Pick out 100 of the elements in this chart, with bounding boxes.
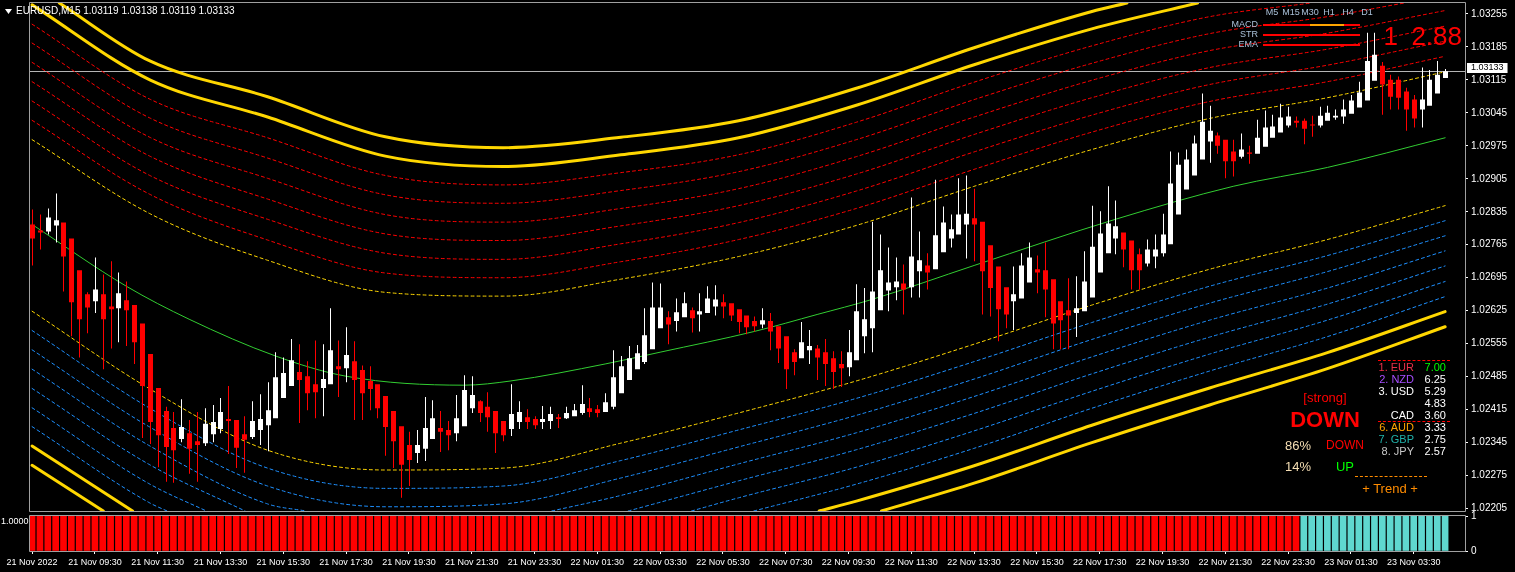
candlestick [109, 261, 114, 349]
ref-line-label: 1.03133 [1471, 62, 1504, 73]
annotation: 1. EUR [1378, 361, 1415, 374]
annotation: 3.33 [1424, 421, 1446, 434]
annotation: 86% [1284, 437, 1312, 453]
candlestick [54, 193, 59, 243]
candlestick [839, 351, 844, 388]
candlestick [1310, 115, 1315, 137]
annotation: + Trend + [1362, 480, 1418, 496]
candlestick [697, 293, 702, 332]
candlestick [1113, 200, 1118, 255]
annotation: 2.88 [1411, 21, 1462, 52]
annotation: STR [1240, 29, 1259, 40]
annotation: 7. GBP [1378, 433, 1414, 446]
annotation: M30 [1301, 7, 1319, 18]
candlestick [438, 411, 443, 453]
candlestick [258, 394, 263, 446]
candlestick [886, 247, 891, 312]
y-tick-label: 1.02415 [1471, 403, 1508, 415]
x-tick-label: 22 Nov 11:30 [884, 556, 938, 567]
candlestick [352, 341, 357, 421]
candlestick [266, 382, 271, 452]
candlestick [30, 209, 35, 266]
x-tick-label: 22 Nov 23:30 [1261, 556, 1315, 567]
x-tick-label: 22 Nov 09:30 [821, 556, 876, 567]
annotation: 6. AUD [1379, 421, 1415, 434]
annotation: [strong] [1303, 389, 1347, 405]
annotation: 1 [1383, 21, 1398, 52]
annotation: H4 [1342, 7, 1354, 18]
annotation: UP [1335, 458, 1355, 474]
candlestick [807, 330, 812, 364]
candlestick [949, 214, 954, 248]
annotation: 4.83 [1424, 397, 1446, 410]
x-tick-label: 22 Nov 01:30 [570, 556, 625, 567]
candlestick [1153, 234, 1158, 269]
annotation: MACD [1231, 19, 1259, 30]
candlestick [964, 175, 969, 259]
y-tick-label: 1.02975 [1471, 139, 1508, 151]
candlestick [1333, 109, 1338, 120]
candlestick [1043, 242, 1048, 318]
annotation: H1 [1323, 7, 1335, 18]
candlestick [336, 340, 341, 397]
annotation: M5 [1265, 7, 1279, 18]
y-tick-label: 0 [1471, 544, 1477, 556]
x-tick-label: 23 Nov 01:30 [1324, 556, 1378, 567]
y-tick-label: 1.03045 [1471, 106, 1508, 118]
x-tick-label: 22 Nov 15:30 [1010, 556, 1064, 567]
x-tick-label: 22 Nov 05:30 [696, 556, 750, 567]
y-tick-label: 1.02485 [1471, 370, 1508, 382]
x-tick-label: 21 Nov 11:30 [131, 556, 185, 567]
candlestick [1035, 255, 1040, 294]
annotation: 3. USD [1378, 385, 1415, 398]
x-tick-label: 23 Nov 03:30 [1386, 556, 1441, 567]
candlestick [540, 405, 545, 429]
candlestick [321, 344, 326, 417]
annotation: DOWN [1326, 438, 1364, 453]
annotation: D1 [1361, 7, 1373, 18]
candlestick [1074, 276, 1079, 338]
y-tick-label: 1.02625 [1471, 304, 1508, 316]
candlestick [368, 366, 373, 411]
annotation: EMA [1238, 39, 1258, 50]
candlestick [587, 397, 592, 418]
candlestick [1247, 145, 1252, 164]
annotation: DOWN [1290, 407, 1360, 433]
candlestick [1208, 105, 1213, 163]
candlestick [1066, 278, 1071, 350]
candlestick [917, 231, 922, 298]
candlestick [1011, 266, 1016, 331]
x-tick-label: 21 Nov 19:30 [382, 556, 436, 567]
annotation: 6.25 [1424, 373, 1446, 386]
y-tick-label: 1.02905 [1471, 172, 1508, 184]
candlestick [242, 416, 247, 473]
y-tick-label: 1.03115 [1471, 73, 1507, 85]
annotation: 2.57 [1424, 445, 1446, 458]
x-tick-label: 21 Nov 23:30 [507, 556, 562, 567]
candlestick [187, 420, 192, 474]
candlestick [226, 386, 231, 454]
y-tick-label: 1.02695 [1471, 271, 1508, 283]
y-tick-label: 1.02835 [1471, 205, 1508, 217]
candlestick [1420, 67, 1425, 128]
annotation: 2. NZD [1379, 373, 1415, 386]
x-tick-label: 21 Nov 21:30 [444, 556, 499, 567]
candlestick [823, 339, 828, 387]
x-tick-label: 22 Nov 17:30 [1072, 556, 1127, 567]
annotation: 14% [1284, 458, 1312, 474]
annotation: 2.75 [1424, 433, 1446, 446]
x-tick-label: 22 Nov 07:30 [758, 556, 813, 567]
candlestick [525, 409, 530, 429]
candlestick [1294, 116, 1299, 128]
candlestick [666, 311, 671, 345]
x-tick-label: 21 Nov 15:30 [256, 556, 311, 567]
y-tick-label: 1.03185 [1471, 40, 1508, 52]
x-tick-label: 22 Nov 13:30 [947, 556, 1001, 567]
candlestick [297, 344, 302, 423]
annotation: 5.29 [1424, 385, 1446, 398]
y-tick-label: 1.03255 [1471, 7, 1508, 19]
y-tick-label: 1.02555 [1471, 337, 1508, 349]
candlestick [124, 281, 129, 347]
y-tick-label: 1.02765 [1471, 238, 1508, 250]
candlestick [901, 264, 906, 315]
